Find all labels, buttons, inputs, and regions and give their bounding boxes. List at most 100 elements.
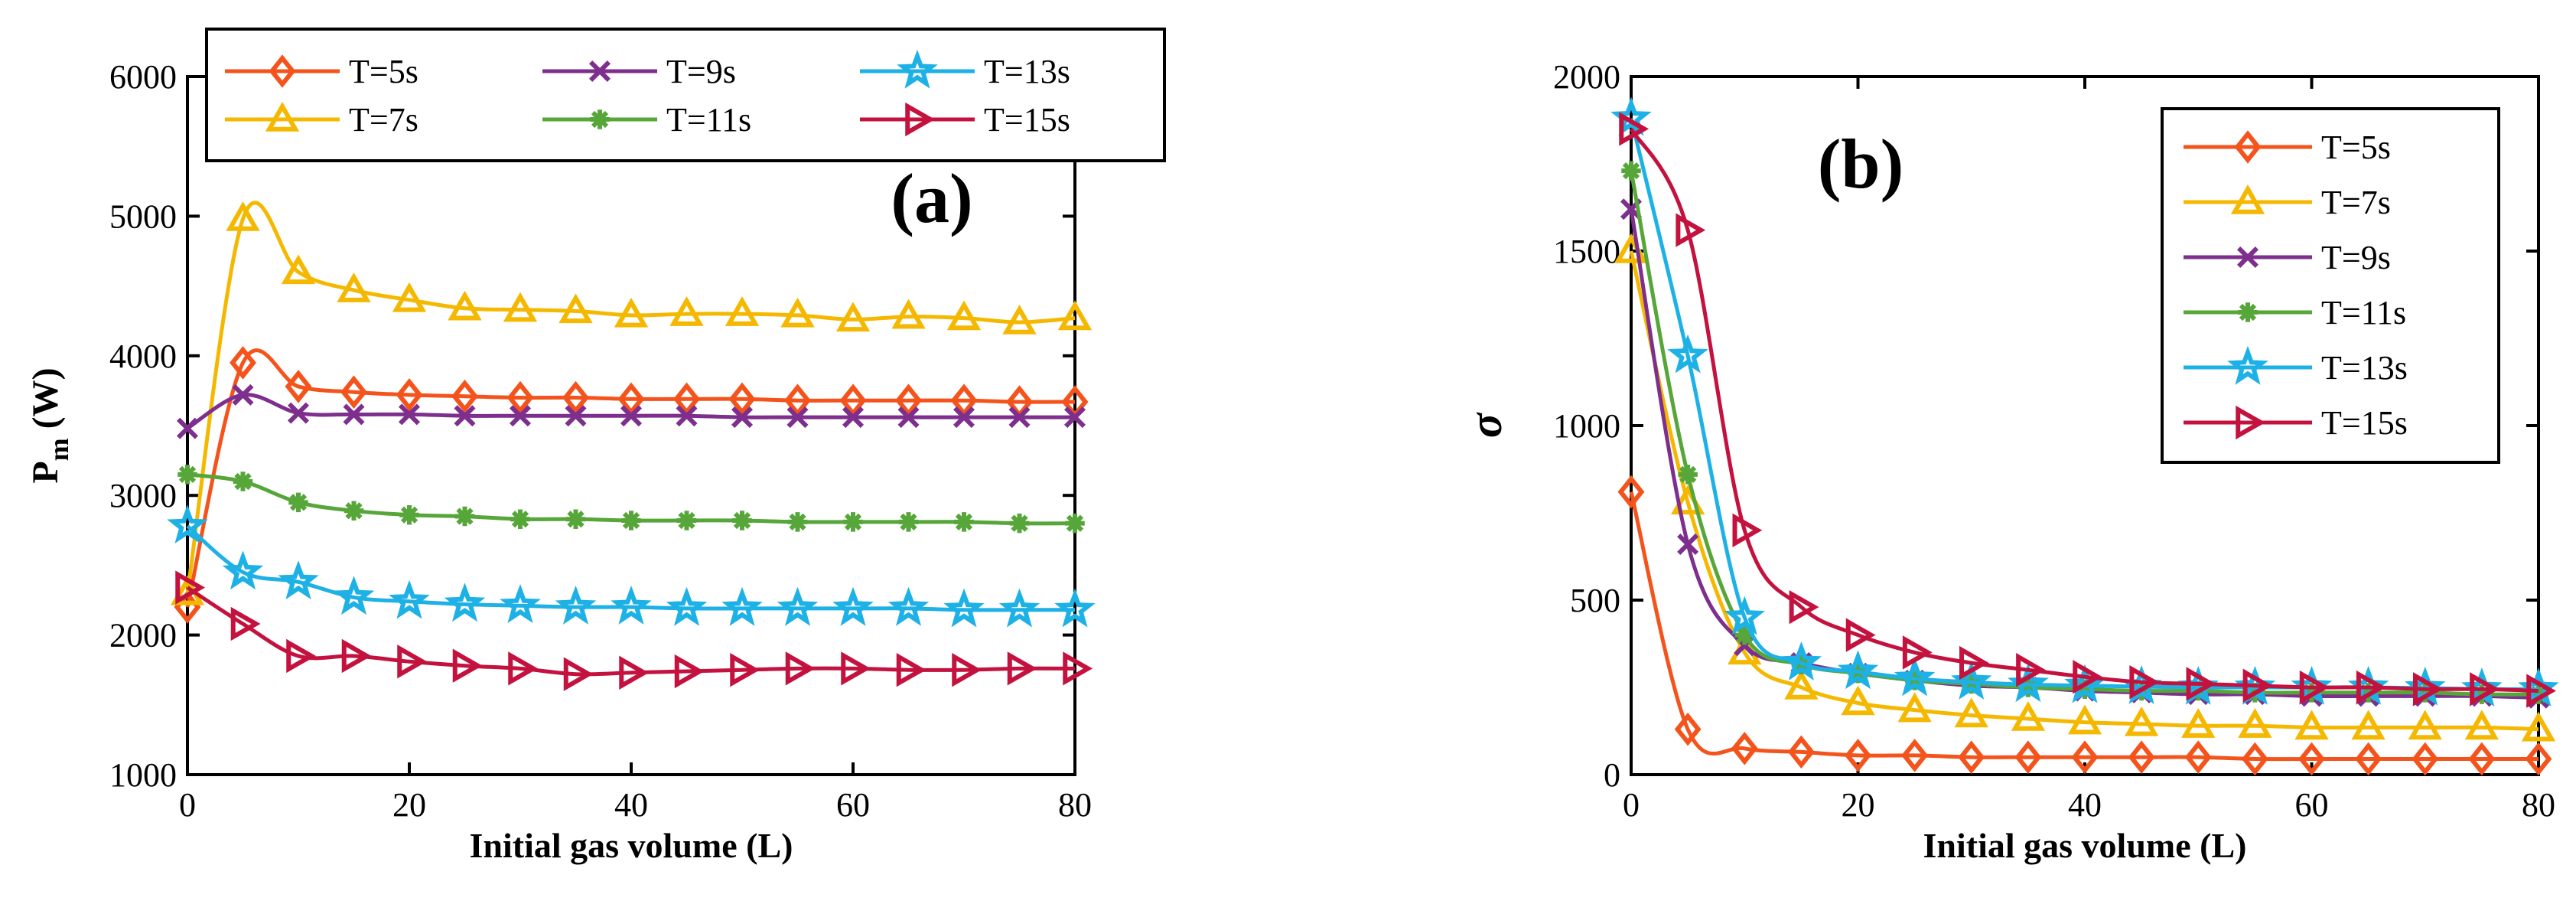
data-point xyxy=(1678,465,1698,485)
data-point xyxy=(333,576,375,615)
legend-item: T=15s xyxy=(860,101,1070,139)
y-tick-label: 0 xyxy=(1604,756,1620,794)
data-point xyxy=(563,657,594,691)
x-tick-label: 40 xyxy=(614,786,648,824)
data-point xyxy=(555,585,597,625)
data-point xyxy=(1063,651,1093,686)
data-point xyxy=(898,512,919,532)
data-point xyxy=(562,380,589,415)
data-point xyxy=(454,506,475,527)
data-point xyxy=(2526,674,2557,708)
legend-label: T=5s xyxy=(2321,129,2391,166)
legend-label: T=15s xyxy=(2321,404,2408,442)
data-point xyxy=(392,282,427,312)
legend-marker xyxy=(905,102,936,137)
data-point xyxy=(2128,740,2155,775)
x-tick-label: 80 xyxy=(1058,786,1092,824)
data-point xyxy=(396,378,423,412)
data-point xyxy=(674,654,705,689)
data-point xyxy=(232,383,254,406)
series-t-15s xyxy=(175,570,1093,691)
data-point xyxy=(1054,588,1096,628)
data-point xyxy=(1065,513,1085,534)
data-point xyxy=(389,579,430,619)
data-point xyxy=(730,653,760,687)
data-point xyxy=(2299,670,2330,705)
data-point xyxy=(2186,667,2216,701)
data-point xyxy=(503,292,538,322)
data-point xyxy=(177,465,197,485)
data-point xyxy=(565,405,587,427)
series-t-7s xyxy=(170,201,1093,605)
series-group xyxy=(167,201,1096,691)
data-point xyxy=(954,512,974,532)
data-point xyxy=(444,583,486,622)
legend-marker xyxy=(590,109,610,129)
data-point xyxy=(841,651,871,686)
data-point xyxy=(510,509,530,529)
data-point xyxy=(1667,334,1708,374)
data-point xyxy=(676,511,697,530)
data-point xyxy=(842,406,865,429)
data-point xyxy=(2067,704,2102,735)
data-point xyxy=(506,380,534,415)
data-point xyxy=(500,584,541,624)
data-point xyxy=(1676,213,1706,247)
data-point xyxy=(787,512,808,532)
series-t-15s xyxy=(1619,112,2557,708)
data-point xyxy=(2468,742,2496,776)
data-point xyxy=(2356,670,2386,705)
y-tick-label: 1000 xyxy=(109,756,177,794)
y-tick-label: 500 xyxy=(1570,582,1620,619)
y-tick-label: 1500 xyxy=(1553,233,1620,270)
data-point xyxy=(337,273,371,302)
data-point xyxy=(835,302,871,332)
x-tick-label: 60 xyxy=(836,786,870,824)
data-point xyxy=(1837,650,1879,690)
legend-item: T=13s xyxy=(2184,345,2408,387)
series-t-5s xyxy=(174,346,1089,624)
data-point xyxy=(952,653,982,687)
chart-a: 0 20 40 60 80 1000 2000 3000 4000 5000 6000 Initial… xyxy=(25,28,1166,865)
legend-item: T=5s xyxy=(2184,129,2391,166)
data-point xyxy=(340,375,367,410)
y-tick-label: 4000 xyxy=(109,338,177,375)
data-point xyxy=(509,405,532,427)
data-point xyxy=(2016,653,2046,687)
data-point xyxy=(448,290,482,321)
x-tick-label: 40 xyxy=(2068,786,2102,824)
data-point xyxy=(786,406,809,429)
y-tick-label: 1000 xyxy=(1553,407,1620,445)
data-point xyxy=(2184,740,2212,775)
data-point xyxy=(1063,406,1086,429)
data-point xyxy=(784,383,811,417)
data-point xyxy=(1841,685,1875,716)
data-point xyxy=(953,406,975,429)
data-point xyxy=(2075,679,2095,700)
data-point xyxy=(1677,534,1699,556)
data-point xyxy=(226,201,260,231)
data-point xyxy=(620,405,643,427)
data-point xyxy=(1958,740,1985,775)
panel-label: (a) xyxy=(891,159,972,237)
series-line xyxy=(186,524,1075,612)
data-point xyxy=(887,586,930,626)
x-axis-label: Initial gas volume (L) xyxy=(1923,826,2247,865)
data-point xyxy=(230,606,261,641)
data-point xyxy=(1784,669,1819,700)
data-point xyxy=(619,655,650,690)
data-point xyxy=(1009,513,1030,534)
data-point xyxy=(1008,406,1031,429)
data-point xyxy=(1002,304,1037,335)
series-t-11s xyxy=(177,465,1085,534)
data-point xyxy=(1057,300,1093,331)
data-point xyxy=(676,405,698,427)
data-point xyxy=(2470,672,2499,707)
legend-label: T=7s xyxy=(349,101,418,139)
data-point xyxy=(281,254,316,285)
data-point xyxy=(1845,618,1876,652)
legend-label: T=13s xyxy=(2321,349,2408,387)
data-point xyxy=(175,570,206,605)
legend-item: T=7s xyxy=(225,101,418,139)
data-point xyxy=(1724,596,1765,635)
